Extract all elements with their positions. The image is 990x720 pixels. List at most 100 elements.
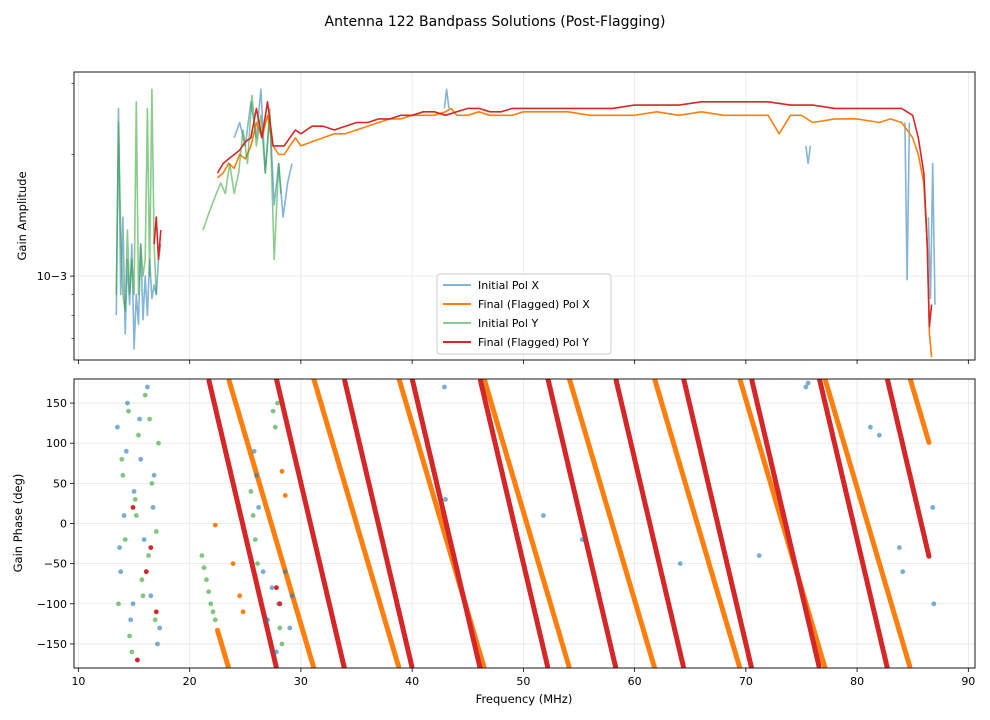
phase-point-initial-pol-y — [255, 561, 260, 566]
phase-point-final-flagged-pol-y — [153, 609, 159, 615]
phase-point-initial-pol-y — [279, 641, 285, 647]
phase-point-initial-pol-x — [274, 649, 279, 655]
phase-point-initial-pol-y — [129, 649, 135, 655]
phase-point-initial-pol-x — [254, 472, 259, 478]
phase-ytick-label: 0 — [60, 518, 67, 531]
phase-point-initial-pol-x — [150, 505, 156, 510]
phase-point-initial-pol-y — [122, 537, 128, 542]
phase-point-initial-pol-x — [289, 593, 295, 599]
phase-xtick-label: 80 — [850, 675, 864, 688]
phase-point-initial-pol-x — [876, 432, 882, 438]
phase-point-initial-pol-y — [199, 553, 205, 558]
amplitude-ticks: 10−3 — [37, 83, 969, 364]
phase-point-initial-pol-y — [204, 577, 209, 583]
phase-point-initial-pol-x — [443, 497, 448, 502]
phase-point-initial-pol-y — [149, 481, 155, 486]
phase-point-initial-pol-x — [118, 569, 124, 575]
phase-ramps-final-flagged-pol-x — [215, 379, 932, 668]
phase-point-initial-pol-y — [139, 577, 145, 583]
phase-point-initial-pol-y — [212, 617, 218, 623]
phase-point-initial-pol-y — [201, 565, 207, 571]
phase-ramps-final-flagged-pol-y — [206, 379, 932, 668]
phase-point-initial-pol-y — [208, 601, 214, 607]
phase-ytick-label: 100 — [46, 437, 67, 450]
phase-point-initial-pol-x — [155, 641, 160, 647]
phase-xtick-label: 90 — [961, 675, 975, 688]
phase-series — [115, 379, 937, 668]
amplitude-ylabel: Gain Amplitude — [15, 171, 29, 260]
amplitude-panel: 10−3 Gain Amplitude Initial Pol X Final … — [15, 71, 976, 364]
phase-point-initial-pol-x — [541, 513, 546, 518]
phase-panel: 10 20 30 40 50 60 70 80 90 −150 −100 −50 0 50 100 150 G… — [11, 378, 976, 706]
phase-point-initial-pol-x — [128, 617, 134, 623]
phase-point-initial-pol-y — [116, 601, 121, 607]
phase-point-final-flagged-pol-x — [237, 593, 243, 599]
phase-xtick-label: 40 — [405, 675, 419, 688]
phase-point-initial-pol-y — [147, 416, 153, 422]
phase-point-initial-pol-y — [210, 609, 216, 615]
legend-box — [436, 273, 612, 355]
phase-point-initial-pol-y — [152, 617, 158, 623]
phase-point-initial-pol-y — [127, 633, 132, 639]
phase-point-final-flagged-pol-y — [143, 569, 149, 575]
phase-xtick-label: 30 — [294, 675, 308, 688]
amplitude-axes-frame — [73, 71, 976, 361]
phase-point-initial-pol-y — [140, 593, 146, 599]
phase-point-initial-pol-x — [930, 505, 936, 510]
phase-xtick-label: 10 — [71, 675, 85, 688]
phase-point-final-flagged-pol-y — [274, 585, 279, 591]
phase-xlabel: Frequency (MHz) — [476, 692, 573, 706]
phase-point-final-flagged-pol-x — [279, 468, 285, 474]
phase-xtick-label: 60 — [628, 675, 642, 688]
phase-point-initial-pol-x — [256, 505, 261, 510]
phase-point-initial-pol-x — [148, 593, 154, 599]
legend-label-initial-pol-y: Initial Pol Y — [478, 317, 538, 330]
phase-point-initial-pol-y — [252, 537, 258, 542]
amplitude-grid — [74, 72, 975, 360]
phase-point-initial-pol-y — [206, 589, 212, 595]
phase-point-initial-pol-x — [131, 489, 137, 494]
phase-point-final-flagged-pol-x — [282, 493, 288, 498]
phase-point-initial-pol-x — [251, 448, 257, 454]
phase-point-initial-pol-x — [151, 472, 157, 478]
phase-point-initial-pol-x — [579, 537, 585, 542]
amplitude-line-initial-pol-y — [115, 88, 282, 312]
phase-point-initial-pol-x — [157, 625, 163, 631]
phase-point-initial-pol-y — [132, 497, 138, 502]
phase-point-initial-pol-y — [272, 424, 278, 430]
phase-ytick-label: −50 — [44, 558, 67, 571]
phase-point-initial-pol-x — [130, 601, 136, 607]
phase-point-initial-pol-y — [136, 432, 141, 438]
phase-point-initial-pol-y — [248, 489, 254, 494]
amplitude-series — [115, 88, 936, 358]
phase-point-initial-pol-x — [803, 384, 809, 390]
legend: Initial Pol X Final (Flagged) Pol X Init… — [436, 273, 612, 355]
phase-xtick-label: 70 — [739, 675, 753, 688]
phase-point-initial-pol-x — [260, 569, 266, 575]
phase-point-final-flagged-pol-y — [135, 657, 140, 663]
phase-point-initial-pol-y — [156, 440, 161, 446]
phase-point-initial-pol-x — [141, 537, 147, 542]
phase-point-initial-pol-x — [269, 585, 275, 591]
phase-point-initial-pol-x — [931, 601, 937, 607]
amplitude-line-final-flagged-pol-y — [153, 101, 933, 328]
phase-point-initial-pol-y — [119, 456, 125, 462]
phase-ytick-label: −150 — [37, 638, 67, 651]
phase-point-initial-pol-y — [133, 513, 139, 518]
phase-point-final-flagged-pol-x — [212, 522, 218, 528]
phase-point-final-flagged-pol-y — [148, 545, 154, 550]
amplitude-line-final-flagged-pol-x — [216, 107, 933, 358]
phase-point-initial-pol-x — [282, 569, 288, 575]
phase-point-initial-pol-x — [868, 424, 873, 430]
phase-point-initial-pol-y — [270, 408, 276, 414]
phase-point-initial-pol-x — [287, 625, 293, 631]
phase-ramp-path-final-flagged-pol-y — [206, 379, 932, 668]
phase-point-initial-pol-x — [117, 545, 122, 550]
phase-point-final-flagged-pol-y — [130, 505, 136, 510]
phase-ylabel: Gain Phase (deg) — [11, 474, 25, 573]
phase-point-initial-pol-y — [142, 392, 148, 398]
phase-point-initial-pol-y — [275, 400, 280, 406]
phase-point-initial-pol-y — [120, 472, 126, 478]
legend-label-initial-pol-x: Initial Pol X — [478, 279, 539, 292]
